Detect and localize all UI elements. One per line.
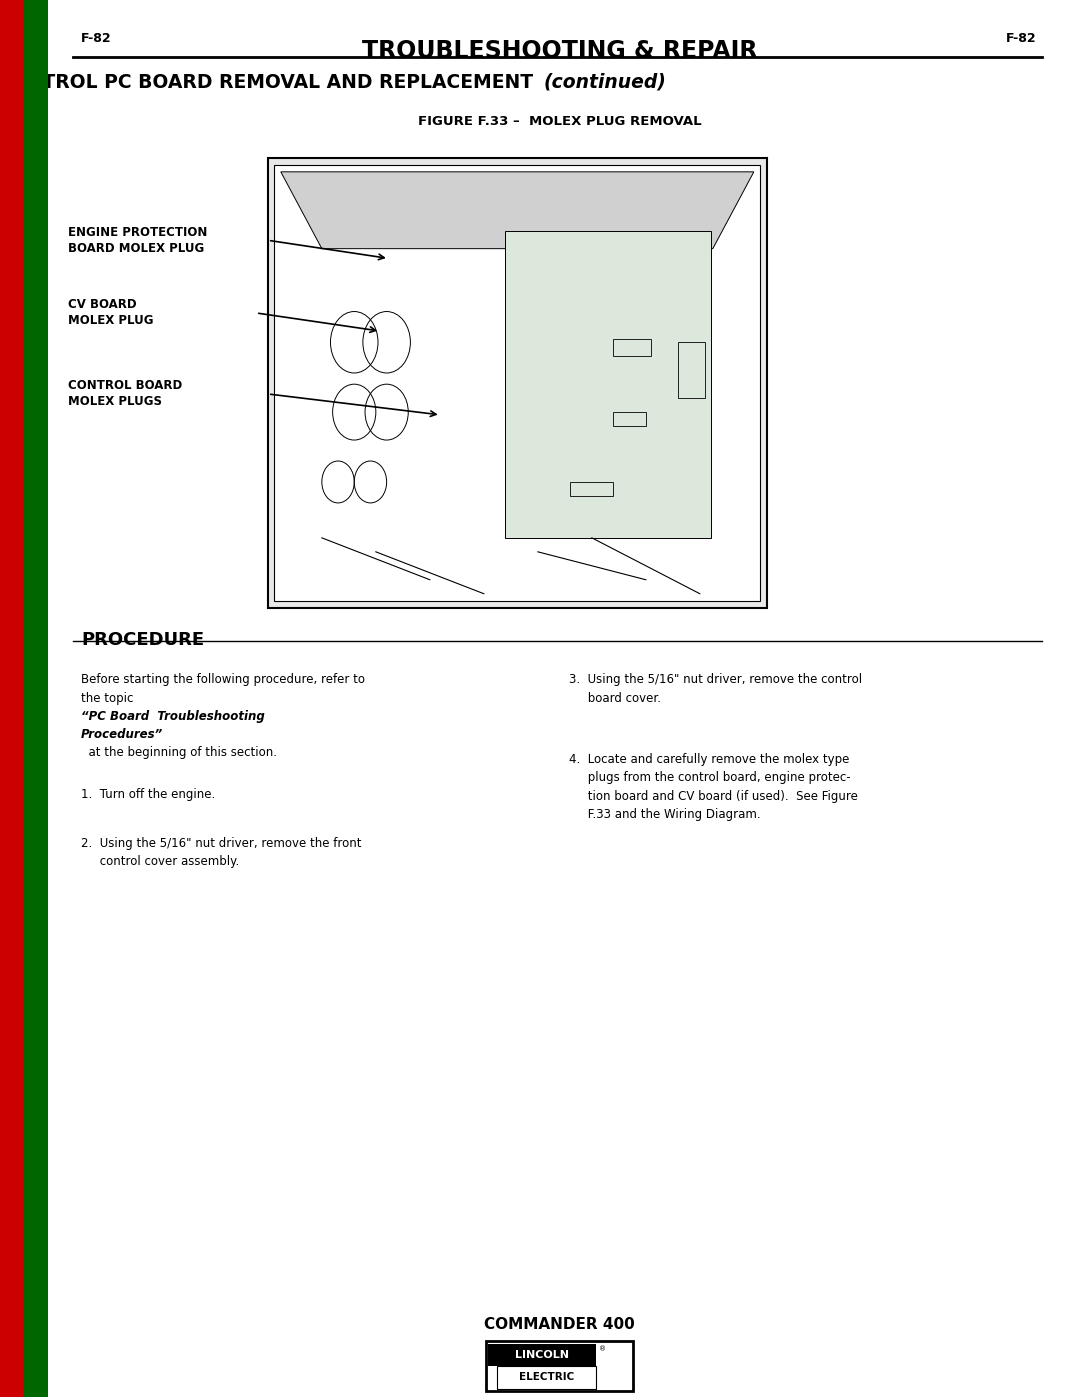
Text: Return to Section TOC: Return to Section TOC (8, 99, 16, 194)
Text: 3.  Using the 5/16" nut driver, remove the control
     board cover.: 3. Using the 5/16" nut driver, remove th… (569, 673, 862, 705)
Text: ENGINE PROTECTION
BOARD MOLEX PLUG: ENGINE PROTECTION BOARD MOLEX PLUG (68, 226, 207, 254)
Text: 1.  Turn off the engine.: 1. Turn off the engine. (81, 788, 215, 800)
Text: PROCEDURE: PROCEDURE (81, 631, 204, 650)
Polygon shape (281, 172, 754, 249)
Text: Return to Master TOC: Return to Master TOC (31, 972, 40, 1067)
Text: LINCOLN: LINCOLN (515, 1350, 569, 1361)
Text: “PC Board  Troubleshooting
Procedures”: “PC Board Troubleshooting Procedures” (81, 710, 265, 742)
Bar (268, 158, 767, 608)
Text: CV BOARD
MOLEX PLUG: CV BOARD MOLEX PLUG (68, 299, 153, 327)
Text: F-82: F-82 (1007, 32, 1037, 45)
Text: CONTROL BOARD
MOLEX PLUGS: CONTROL BOARD MOLEX PLUGS (68, 380, 183, 408)
Bar (497, 1366, 596, 1389)
Bar (274, 165, 760, 601)
Bar (488, 1344, 596, 1366)
Bar (613, 339, 651, 356)
Text: 2.  Using the 5/16" nut driver, remove the front
     control cover assembly.: 2. Using the 5/16" nut driver, remove th… (81, 837, 362, 869)
Text: CONTROL PC BOARD REMOVAL AND REPLACEMENT: CONTROL PC BOARD REMOVAL AND REPLACEMENT (0, 73, 540, 92)
Bar (24, 0, 48, 1397)
Bar (505, 231, 711, 538)
Text: F-82: F-82 (81, 32, 111, 45)
Text: Before starting the following procedure, refer to
the topic: Before starting the following procedure,… (81, 673, 365, 705)
Text: ELECTRIC: ELECTRIC (518, 1372, 575, 1383)
Text: Return to Master TOC: Return to Master TOC (31, 99, 40, 194)
Bar (570, 482, 613, 496)
Text: COMMANDER 400: COMMANDER 400 (484, 1317, 635, 1333)
Text: 4.  Locate and carefully remove the molex type
     plugs from the control board: 4. Locate and carefully remove the molex… (569, 753, 858, 821)
Text: Return to Master TOC: Return to Master TOC (31, 1259, 40, 1354)
Bar (486, 1341, 633, 1391)
Bar (0, 0, 24, 1397)
Text: at the beginning of this section.: at the beginning of this section. (81, 746, 276, 759)
Text: Return to Section TOC: Return to Section TOC (8, 972, 16, 1067)
Bar (678, 342, 705, 398)
Text: FIGURE F.33 –  MOLEX PLUG REMOVAL: FIGURE F.33 – MOLEX PLUG REMOVAL (418, 115, 701, 127)
Text: ®: ® (599, 1347, 606, 1352)
Text: Return to Master TOC: Return to Master TOC (31, 553, 40, 648)
Text: TROUBLESHOOTING & REPAIR: TROUBLESHOOTING & REPAIR (362, 39, 757, 63)
Text: (continued): (continued) (543, 73, 666, 92)
Text: Return to Section TOC: Return to Section TOC (8, 1259, 16, 1354)
Bar (613, 412, 646, 426)
Text: Return to Section TOC: Return to Section TOC (8, 553, 16, 648)
